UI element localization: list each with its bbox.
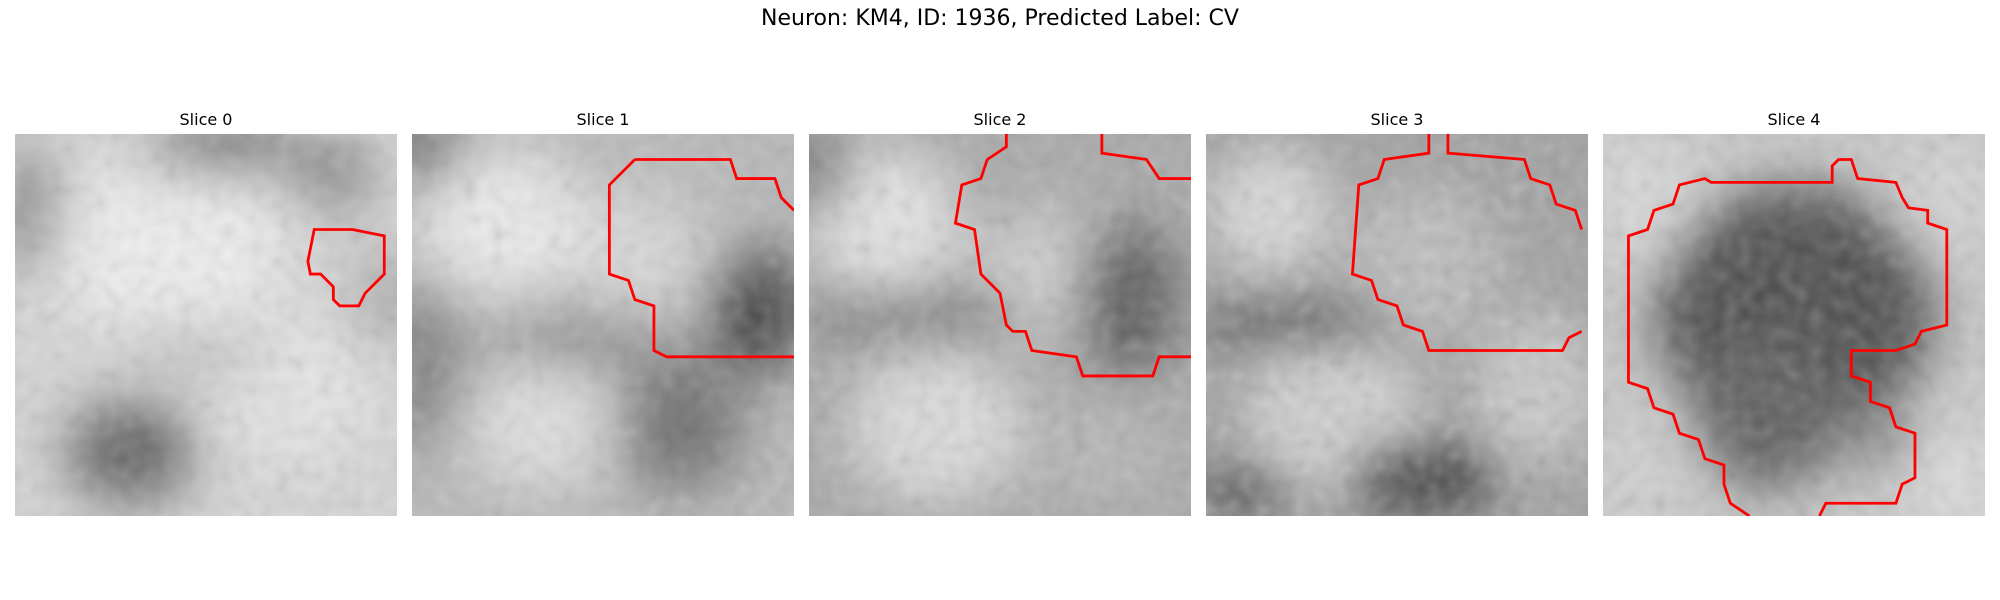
figure-title: Neuron: KM4, ID: 1936, Predicted Label: … [761,6,1239,31]
contour-line [607,158,794,359]
slice-title: Slice 4 [1767,110,1821,129]
slice-panel-4: Slice 4 [1603,110,1985,518]
slice-panel-2: Slice 2 [809,110,1191,518]
slice-panel-1: Slice 1 [412,110,794,518]
slice-title: Slice 1 [576,110,630,129]
slice-image [412,134,794,516]
contour-line [306,228,386,308]
contour-line [1350,134,1583,352]
slice-image [1603,134,1985,516]
slice-title: Slice 3 [1370,110,1424,129]
slice-title: Slice 2 [973,110,1027,129]
slice-panel-0: Slice 0 [15,110,397,518]
slice-panel-3: Slice 3 [1206,110,1588,518]
slice-image [809,134,1191,516]
contour-line [1627,158,1949,516]
slice-image [1206,134,1588,516]
slice-title: Slice 0 [179,110,233,129]
slice-image [15,134,397,516]
contour-line [953,134,1191,378]
